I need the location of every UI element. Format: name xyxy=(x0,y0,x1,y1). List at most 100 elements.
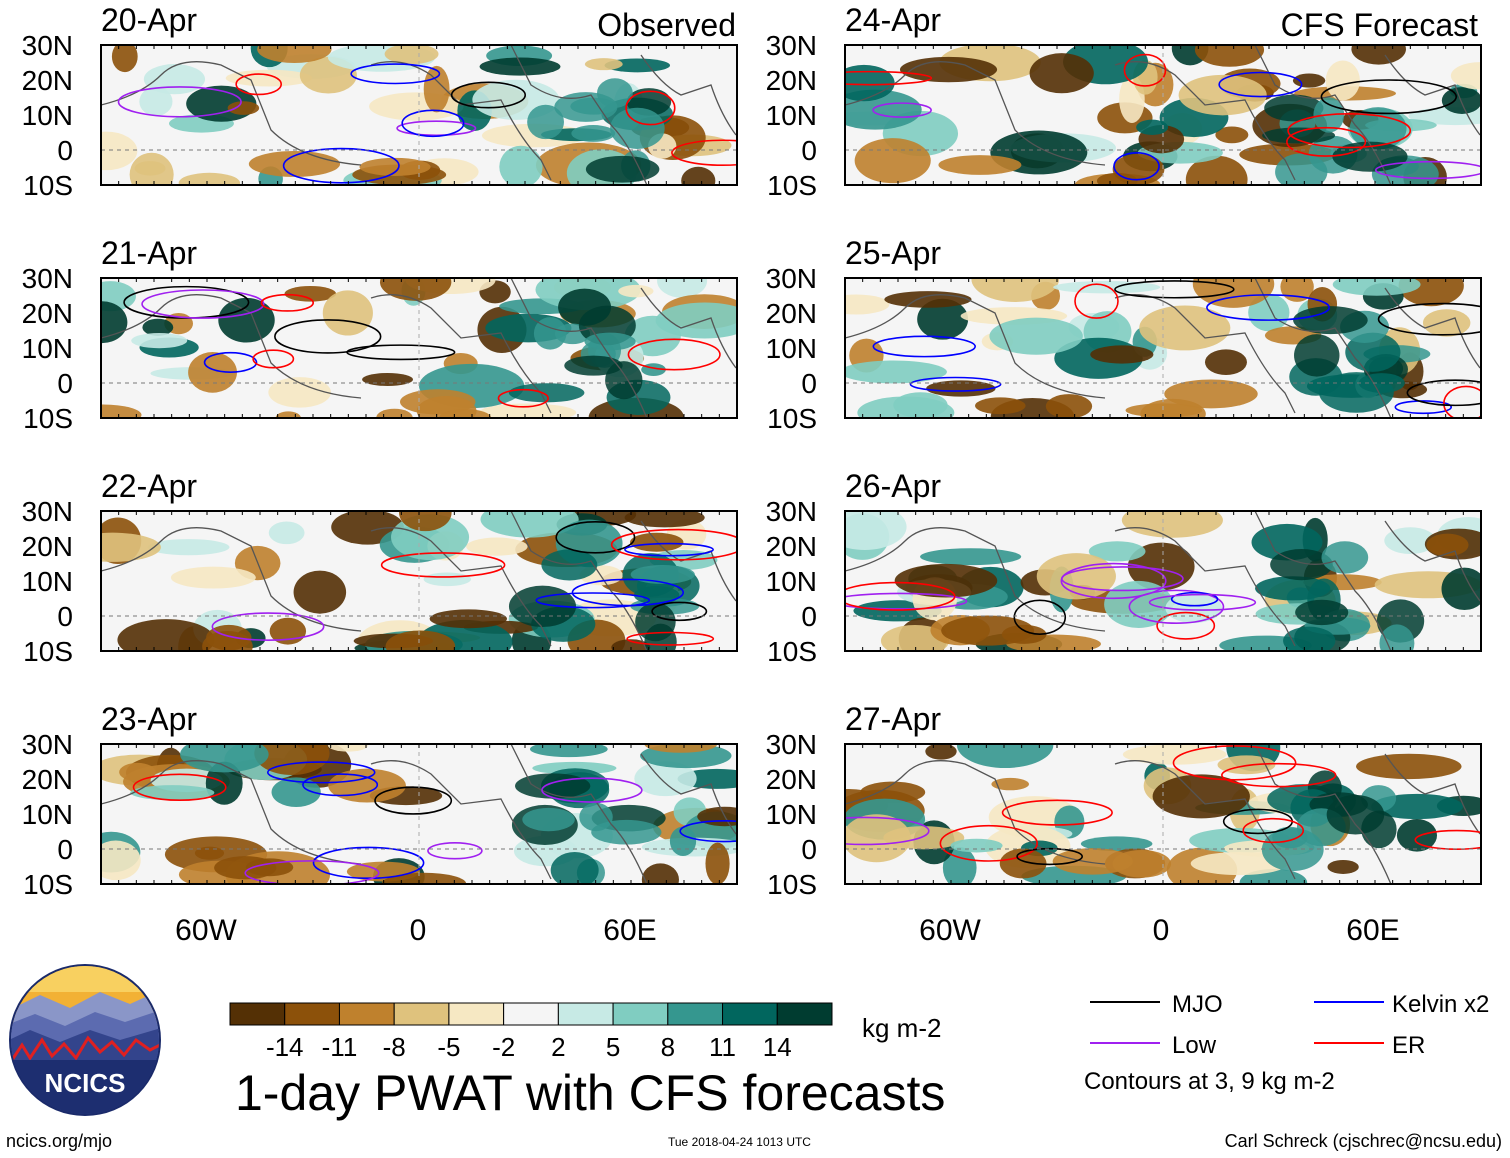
lat-label: 0 xyxy=(801,135,817,166)
footer-timestamp: Tue 2018-04-24 1013 UTC xyxy=(668,1135,811,1149)
colorbar-tick-label: -2 xyxy=(492,1032,515,1062)
pwat-field xyxy=(101,278,737,418)
lat-label: 30N xyxy=(22,496,73,527)
lat-label: 30N xyxy=(766,30,817,61)
lon-label: 60E xyxy=(1346,914,1399,947)
lat-label: 0 xyxy=(57,135,73,166)
lat-label: 20N xyxy=(22,65,73,96)
colorbar-swatch xyxy=(503,1002,559,1026)
colorbar-swatch xyxy=(776,1002,833,1026)
lon-label: 0 xyxy=(1153,914,1170,947)
lat-label: 10S xyxy=(767,636,817,667)
colorbar-swatch xyxy=(667,1002,724,1026)
lat-label: 20N xyxy=(22,531,73,562)
lon-label: 60W xyxy=(919,914,981,947)
contours-note: Contours at 3, 9 kg m-2 xyxy=(1084,1068,1335,1095)
pwat-field xyxy=(845,511,1481,651)
colorbar-tick-label: 2 xyxy=(551,1032,565,1062)
map-panel: 25-Apr 30N 20N 10N 0 10S xyxy=(766,235,1482,434)
lat-label: 0 xyxy=(57,834,73,865)
map-panel: 23-Apr 30N 20N 10N 0 10S xyxy=(22,701,738,900)
colorbar-swatch xyxy=(722,1002,778,1026)
map-panels: 20-Apr 30N 20N 10N 0 10S 21-Apr 30N 20N 10N 0 10S 22… xyxy=(22,2,1482,900)
lat-label: 0 xyxy=(57,601,73,632)
colorbar-swatch xyxy=(557,1002,614,1026)
lat-label: 30N xyxy=(22,729,73,760)
lat-label: 10S xyxy=(23,170,73,201)
pwat-field xyxy=(845,744,1481,884)
colorbar-tick-label: 14 xyxy=(763,1032,792,1062)
lat-label: 0 xyxy=(801,368,817,399)
lat-label: 10S xyxy=(767,403,817,434)
pwat-field xyxy=(101,45,737,185)
panel-date: 21-Apr xyxy=(101,235,197,271)
legend-er-label: ER xyxy=(1392,1032,1425,1059)
panel-date: 23-Apr xyxy=(101,701,197,737)
lat-label: 30N xyxy=(766,496,817,527)
lat-label: 0 xyxy=(801,834,817,865)
lat-label: 10N xyxy=(766,333,817,364)
legend-low-label: Low xyxy=(1172,1032,1217,1059)
lat-label: 10N xyxy=(766,799,817,830)
lon-label: 60E xyxy=(603,914,656,947)
lon-label: 0 xyxy=(410,914,427,947)
lat-label: 10N xyxy=(22,333,73,364)
lat-label: 30N xyxy=(766,729,817,760)
panel-date: 27-Apr xyxy=(845,701,941,737)
ncics-logo: NCICS xyxy=(9,964,161,1116)
lat-label: 20N xyxy=(766,764,817,795)
lat-label: 30N xyxy=(22,263,73,294)
lat-label: 10S xyxy=(23,636,73,667)
lat-label: 10N xyxy=(22,799,73,830)
map-panel: 24-Apr 30N 20N 10N 0 10S xyxy=(766,2,1482,201)
lat-label: 10S xyxy=(23,869,73,900)
lat-label: 30N xyxy=(22,30,73,61)
lat-label: 10N xyxy=(766,566,817,597)
colorbar-swatch xyxy=(284,1002,340,1026)
lat-label: 0 xyxy=(57,368,73,399)
map-panel: 20-Apr 30N 20N 10N 0 10S xyxy=(22,2,738,201)
legend-kelvin-label: Kelvin x2 xyxy=(1392,991,1489,1018)
lat-label: 10S xyxy=(767,170,817,201)
panel-date: 26-Apr xyxy=(845,468,941,504)
colorbar-tick-label: -5 xyxy=(437,1032,460,1062)
map-panel: 27-Apr 30N 20N 10N 0 10S xyxy=(766,701,1482,900)
lat-label: 10S xyxy=(23,403,73,434)
colorbar: -14 -11 -8 -5 -2 2 5 8 11 14 xyxy=(229,1002,833,1062)
map-panel: 21-Apr 30N 20N 10N 0 10S xyxy=(22,235,738,434)
pwat-field xyxy=(845,278,1481,418)
lat-label: 30N xyxy=(766,263,817,294)
colorbar-swatch xyxy=(448,1002,505,1026)
panel-date: 22-Apr xyxy=(101,468,197,504)
colorbar-swatch xyxy=(612,1002,669,1026)
colorbar-tick-label: -11 xyxy=(322,1032,358,1062)
lat-label: 10S xyxy=(767,869,817,900)
lat-label: 10N xyxy=(22,100,73,131)
panel-date: 25-Apr xyxy=(845,235,941,271)
pwat-field xyxy=(101,511,737,651)
lat-label: 10N xyxy=(22,566,73,597)
lon-labels-right: 60W 0 60E xyxy=(919,914,1400,947)
lat-label: 10N xyxy=(766,100,817,131)
lon-labels-left: 60W 0 60E xyxy=(175,914,657,947)
legend-mjo-label: MJO xyxy=(1172,991,1223,1018)
lat-label: 20N xyxy=(766,531,817,562)
footer-credit: Carl Schreck (cjschrec@ncsu.edu) xyxy=(1224,1131,1502,1151)
forecast-label: CFS Forecast xyxy=(1281,7,1478,43)
colorbar-units: kg m-2 xyxy=(862,1013,942,1043)
lon-label: 60W xyxy=(175,914,237,947)
footer-url: ncics.org/mjo xyxy=(6,1131,113,1151)
panel-date: 24-Apr xyxy=(845,2,941,38)
observed-label: Observed xyxy=(597,7,736,43)
lat-label: 20N xyxy=(22,298,73,329)
panel-date: 20-Apr xyxy=(101,2,197,38)
lat-label: 20N xyxy=(766,298,817,329)
legend: MJO Kelvin x2 Low ER xyxy=(1090,991,1489,1059)
colorbar-tick-label: -8 xyxy=(383,1032,406,1062)
lat-label: 0 xyxy=(801,601,817,632)
colorbar-swatch xyxy=(338,1002,395,1026)
map-panel: 26-Apr 30N 20N 10N 0 10S xyxy=(766,468,1482,667)
lat-label: 20N xyxy=(766,65,817,96)
figure-title: 1-day PWAT with CFS forecasts xyxy=(235,1065,946,1121)
